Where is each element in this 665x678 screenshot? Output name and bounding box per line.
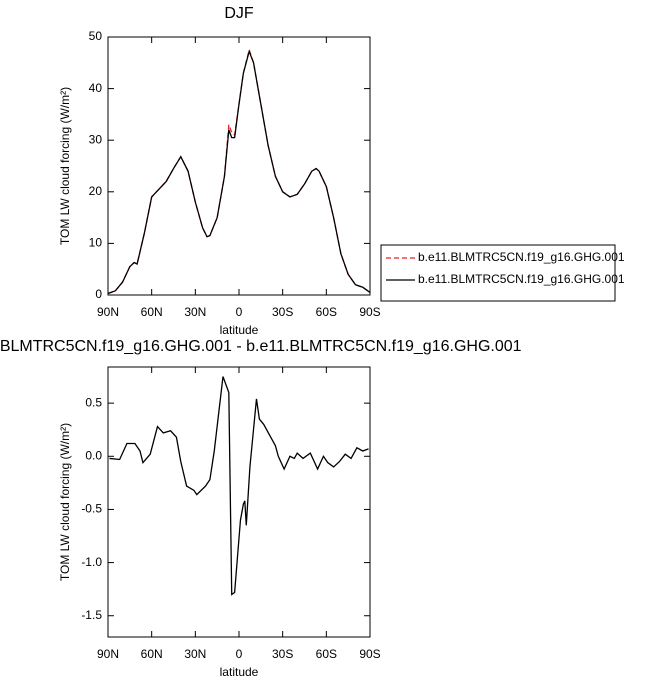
x-tick-label: 30S [272, 647, 293, 661]
x-tick-label: 90S [359, 647, 380, 661]
x-tick-label: 90N [97, 305, 119, 319]
x-tick-label: 60N [141, 305, 163, 319]
data-line [107, 47, 371, 295]
data-line [107, 49, 371, 295]
y-axis-label: TOM LW cloud forcing (W/m²) [58, 87, 72, 245]
y-tick-label: 30 [89, 132, 103, 146]
x-tick-label: 30S [272, 305, 293, 319]
legend-label: b.e11.BLMTRC5CN.f19_g16.GHG.001 [418, 250, 625, 264]
x-tick-label: 60N [141, 647, 163, 661]
chart-title: DJF [224, 5, 254, 22]
x-tick-label: 90S [359, 305, 380, 319]
y-tick-label: 0 [95, 287, 102, 301]
data-line [109, 376, 369, 596]
x-tick-label: 60S [316, 647, 337, 661]
x-tick-label: 60S [316, 305, 337, 319]
x-tick-label: 30N [184, 647, 206, 661]
x-tick-label: 0 [236, 305, 243, 319]
chart-title: 1.BLMTRC5CN.f19_g16.GHG.001 - b.e11.BLMT… [0, 338, 522, 355]
plot-frame [107, 366, 371, 638]
x-axis-label: latitude [220, 665, 259, 678]
y-tick-label: -0.5 [81, 502, 102, 516]
y-tick-label: 0.5 [85, 395, 102, 409]
legend-label: b.e11.BLMTRC5CN.f19_g16.GHG.001 [418, 272, 625, 286]
y-tick-label: 50 [89, 29, 103, 43]
y-tick-label: 10 [89, 236, 103, 250]
y-axis-label: TOM LW cloud forcing (W/m²) [58, 423, 72, 581]
x-tick-label: 30N [184, 305, 206, 319]
y-tick-label: 20 [89, 184, 103, 198]
y-tick-label: 0.0 [85, 448, 102, 462]
x-tick-label: 0 [236, 647, 243, 661]
y-tick-label: -1.5 [81, 608, 102, 622]
y-tick-label: -1.0 [81, 555, 102, 569]
y-tick-label: 40 [89, 81, 103, 95]
plot-frame [107, 36, 371, 296]
x-axis-label: latitude [220, 323, 259, 337]
x-tick-label: 90N [97, 647, 119, 661]
legend-box [380, 244, 616, 302]
